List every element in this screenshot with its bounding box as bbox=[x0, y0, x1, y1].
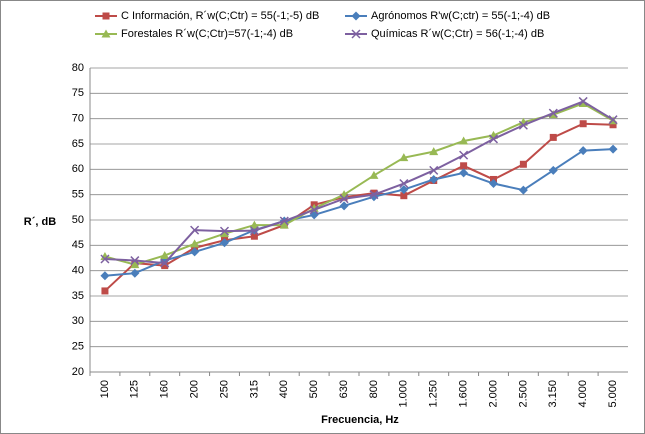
series-line bbox=[104, 100, 614, 265]
data-point bbox=[579, 120, 587, 128]
data-point bbox=[190, 247, 200, 257]
data-point bbox=[429, 147, 439, 156]
x-tick-label: 4.000 bbox=[577, 380, 589, 408]
x-tick-label: 800 bbox=[368, 380, 380, 398]
data-point bbox=[488, 134, 499, 144]
data-point bbox=[518, 120, 528, 130]
legend-marker bbox=[351, 29, 361, 39]
x-tick-label: 630 bbox=[338, 380, 350, 398]
x-tick-label: 2.000 bbox=[487, 380, 499, 408]
y-tick-label: 70 bbox=[72, 113, 84, 125]
data-point bbox=[220, 238, 229, 248]
data-point bbox=[339, 201, 349, 211]
data-point bbox=[459, 150, 469, 160]
data-point bbox=[309, 205, 319, 215]
y-tick-label: 80 bbox=[72, 62, 84, 74]
y-tick-label: 55 bbox=[72, 189, 84, 201]
data-point bbox=[519, 160, 527, 168]
x-axis-label: Frecuencia, Hz bbox=[321, 414, 399, 426]
x-tick-label: 500 bbox=[308, 380, 320, 398]
data-point bbox=[190, 225, 200, 235]
data-point bbox=[250, 232, 258, 240]
data-point bbox=[219, 226, 230, 236]
series-line bbox=[104, 102, 614, 266]
data-point bbox=[160, 250, 170, 259]
data-point bbox=[100, 254, 110, 264]
x-tick-label: 5.000 bbox=[607, 380, 619, 408]
data-point bbox=[130, 268, 140, 278]
data-point bbox=[548, 108, 558, 118]
x-tick-label: 160 bbox=[159, 380, 171, 398]
legend-marker bbox=[102, 12, 110, 20]
data-point bbox=[369, 170, 379, 179]
data-point bbox=[609, 121, 617, 129]
x-tick-label: 125 bbox=[129, 380, 141, 398]
y-tick-label: 45 bbox=[72, 239, 84, 251]
x-tick-label: 400 bbox=[278, 380, 290, 398]
data-point bbox=[608, 144, 618, 154]
data-point bbox=[549, 133, 557, 141]
data-point bbox=[369, 190, 379, 200]
data-point bbox=[578, 146, 588, 156]
x-tick-label: 1.250 bbox=[428, 380, 440, 408]
y-tick-label: 35 bbox=[72, 290, 84, 302]
data-point bbox=[220, 229, 229, 238]
data-point bbox=[100, 271, 110, 281]
y-tick-label: 65 bbox=[72, 138, 84, 150]
data-point bbox=[100, 251, 110, 260]
data-point bbox=[459, 136, 469, 145]
data-point bbox=[279, 220, 289, 229]
x-tick-label: 100 bbox=[99, 380, 111, 398]
x-tick-label: 200 bbox=[189, 380, 201, 398]
legend-label: C Información, R´w(C;Ctr) = 55(-1;-5) dB bbox=[121, 10, 319, 22]
data-point bbox=[130, 260, 140, 269]
data-point bbox=[399, 153, 409, 162]
data-point bbox=[608, 115, 618, 125]
x-tick-label: 3.150 bbox=[547, 380, 559, 408]
legend-marker bbox=[351, 11, 361, 21]
y-tick-label: 30 bbox=[72, 315, 84, 327]
x-tick-label: 315 bbox=[248, 380, 260, 398]
y-axis-label: R´, dB bbox=[24, 216, 56, 228]
data-point bbox=[279, 216, 289, 226]
legend-label: Forestales R´w(C;Ctr)=57(-1;-4) dB bbox=[121, 28, 293, 40]
data-point bbox=[161, 262, 169, 270]
data-point bbox=[429, 165, 439, 175]
y-tick-label: 75 bbox=[72, 87, 84, 99]
data-point bbox=[548, 165, 558, 175]
data-point bbox=[459, 168, 469, 178]
data-point bbox=[101, 287, 109, 295]
series-line bbox=[104, 122, 614, 292]
series-line bbox=[104, 148, 614, 277]
data-point bbox=[460, 162, 468, 170]
data-point bbox=[249, 220, 259, 229]
y-tick-label: 20 bbox=[72, 366, 84, 378]
data-point bbox=[339, 194, 349, 204]
data-point bbox=[578, 98, 588, 107]
data-point bbox=[518, 185, 528, 195]
data-point bbox=[399, 185, 409, 195]
data-point bbox=[160, 258, 170, 268]
data-point bbox=[489, 179, 498, 189]
data-point bbox=[130, 256, 140, 266]
legend-label: Químicas R´w(C;Ctr) = 56(-1;-4) dB bbox=[371, 28, 544, 40]
data-point bbox=[429, 174, 439, 184]
data-point bbox=[190, 239, 200, 248]
y-tick-label: 50 bbox=[72, 214, 84, 226]
legend-marker bbox=[101, 29, 111, 38]
x-tick-label: 250 bbox=[218, 380, 230, 398]
x-tick-label: 2.500 bbox=[517, 380, 529, 408]
y-tick-label: 25 bbox=[72, 341, 84, 353]
legend-label: Agrónomos R'w(C;ctr) = 55(-1;-4) dB bbox=[371, 10, 550, 22]
y-tick-label: 60 bbox=[72, 163, 84, 175]
data-point bbox=[578, 96, 588, 106]
data-point bbox=[249, 226, 259, 236]
x-tick-label: 1.600 bbox=[458, 380, 470, 408]
y-tick-label: 40 bbox=[72, 265, 84, 277]
x-tick-label: 1.000 bbox=[398, 380, 410, 408]
data-point bbox=[399, 178, 409, 189]
data-point bbox=[400, 192, 408, 200]
